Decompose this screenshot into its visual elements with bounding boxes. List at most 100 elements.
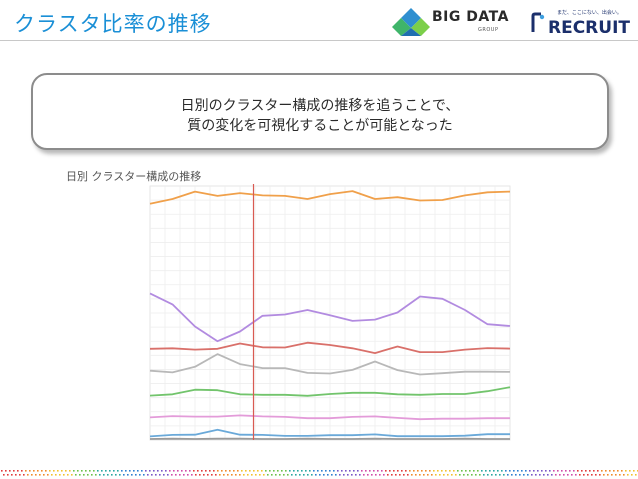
footer-dot (195, 474, 197, 476)
footer-dot (229, 470, 231, 472)
footer-dot (135, 474, 137, 476)
footer-dot (565, 470, 567, 472)
footer-dot (107, 474, 109, 476)
footer-dot (179, 474, 181, 476)
header-logos: BIG DATA GROUP まだ、ここにない、出会い。 RECRUIT (390, 6, 630, 38)
series-line-3 (149, 341, 511, 355)
footer-dot (263, 474, 265, 476)
footer-dot (587, 474, 589, 476)
footer-dot (151, 474, 153, 476)
footer-dot (349, 470, 351, 472)
footer-dot (15, 474, 17, 476)
footer-dot (595, 474, 597, 476)
footer-dot (149, 470, 151, 472)
footer-dot (599, 474, 601, 476)
recruit-logo-text: RECRUIT (548, 18, 630, 38)
footer-dot (103, 474, 105, 476)
footer-dot (49, 470, 51, 472)
footer-dot (145, 470, 147, 472)
footer-dot (557, 470, 559, 472)
footer-dot (265, 470, 267, 472)
footer-dot (503, 474, 505, 476)
footer-dot (233, 470, 235, 472)
footer-dot (561, 470, 563, 472)
footer-dot (143, 474, 145, 476)
footer-dot (483, 474, 485, 476)
footer-dot (437, 470, 439, 472)
footer-dot (69, 470, 71, 472)
footer-dot (457, 470, 459, 472)
footer-dot (415, 474, 417, 476)
footer-dot (389, 470, 391, 472)
footer-dot (273, 470, 275, 472)
footer-dot (29, 470, 31, 472)
footer-dot (379, 474, 381, 476)
footer-dot (25, 470, 27, 472)
footer-dot (311, 474, 313, 476)
footer-dot (209, 470, 211, 472)
footer-dot (405, 470, 407, 472)
footer-dot (433, 470, 435, 472)
footer-dot (545, 470, 547, 472)
footer-dot (391, 474, 393, 476)
footer-dot (35, 474, 37, 476)
footer-dot (533, 470, 535, 472)
footer-dot (631, 474, 633, 476)
footer-dot (101, 470, 103, 472)
footer-dot (381, 470, 383, 472)
footer-dot (487, 474, 489, 476)
footer-dot (291, 474, 293, 476)
footer-dot (365, 470, 367, 472)
footer-dot (243, 474, 245, 476)
footer-dot (245, 470, 247, 472)
footer-dot (119, 474, 121, 476)
footer-dot (13, 470, 15, 472)
footer-dot (105, 470, 107, 472)
footer-dot (495, 474, 497, 476)
footer-dot (279, 474, 281, 476)
footer-dot (399, 474, 401, 476)
footer-dot (223, 474, 225, 476)
footer-dot (199, 474, 201, 476)
footer-dot (63, 474, 65, 476)
footer-dot (91, 474, 93, 476)
footer-dot (121, 470, 123, 472)
footer-dot (617, 470, 619, 472)
footer-dot (419, 474, 421, 476)
footer-dot (447, 474, 449, 476)
footer-dot (371, 474, 373, 476)
footer-dot (297, 470, 299, 472)
footer-dot (613, 470, 615, 472)
footer-dot (85, 470, 87, 472)
footer-dot (299, 474, 301, 476)
footer-dot (47, 474, 49, 476)
footer-dot (247, 474, 249, 476)
footer-dot (5, 470, 7, 472)
footer-dot (163, 474, 165, 476)
footer-dot (3, 474, 5, 476)
footer-dot (509, 470, 511, 472)
footer-dot (81, 470, 83, 472)
footer-dot (413, 470, 415, 472)
footer-dot (55, 474, 57, 476)
footer-dot (377, 470, 379, 472)
footer-dot (53, 470, 55, 472)
footer-dot (67, 474, 69, 476)
footer-dot (363, 474, 365, 476)
footer-dot (353, 470, 355, 472)
footer-dot (375, 474, 377, 476)
footer-dot (321, 470, 323, 472)
footer-dot (581, 470, 583, 472)
footer-dot (123, 474, 125, 476)
bigdata-logo-icon (392, 8, 430, 36)
footer-dot (211, 474, 213, 476)
footer-dot (327, 474, 329, 476)
footer-dot (431, 474, 433, 476)
footer-dot (171, 474, 173, 476)
footer-dot (579, 474, 581, 476)
footer-dot (71, 474, 73, 476)
footer-dot (601, 470, 603, 472)
footer-dot (411, 474, 413, 476)
footer-dot (465, 470, 467, 472)
footer-dot (467, 474, 469, 476)
